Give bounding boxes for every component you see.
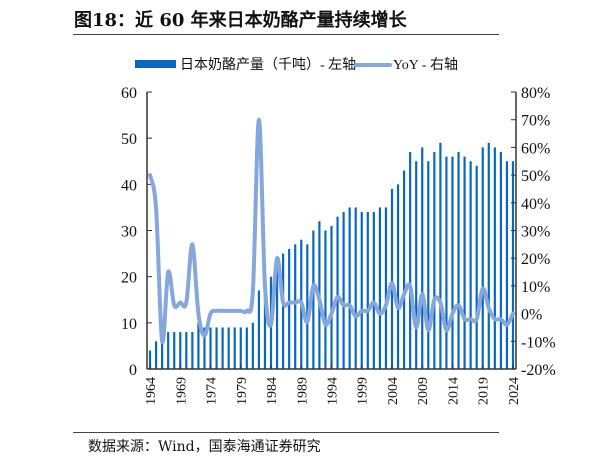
right-tick-label: 40%	[521, 196, 550, 213]
x-tick-label: 2014	[446, 377, 461, 405]
bar-1972	[197, 322, 200, 369]
bar-2022	[499, 152, 502, 369]
right-tick-label: 50%	[521, 168, 550, 185]
right-tick-label: 60%	[521, 140, 550, 157]
bar-1987	[288, 248, 291, 369]
bar-1978	[233, 327, 236, 369]
bar-2016	[463, 156, 466, 369]
bar-1981	[251, 322, 254, 369]
x-tick-label: 1994	[326, 377, 341, 405]
source-note: 数据来源：Wind，国泰海通证券研究	[88, 439, 321, 455]
bar-2012	[439, 142, 442, 369]
bar-1998	[354, 207, 357, 369]
left-tick-label: 0	[129, 362, 137, 379]
bar-2020	[487, 142, 490, 369]
x-tick-label: 2004	[386, 377, 401, 405]
bar-1991	[312, 230, 315, 369]
bar-1982	[257, 290, 261, 369]
left-tick-label: 50	[121, 131, 137, 148]
bar-2011	[433, 152, 436, 369]
bar-2017	[469, 161, 472, 369]
bar-2007	[409, 152, 412, 369]
right-tick-label: 80%	[521, 85, 550, 102]
right-tick-label: 0%	[521, 307, 542, 324]
bar-1967	[167, 332, 170, 369]
x-tick-label: 1984	[265, 377, 280, 405]
bar-1990	[306, 244, 309, 369]
bar-2009	[421, 147, 424, 369]
bar-2004	[390, 188, 394, 369]
bar-2018	[475, 165, 478, 369]
bar-1968	[173, 332, 176, 369]
legend-line-label: YoY - 右轴	[393, 57, 458, 73]
bar-1996	[342, 212, 345, 369]
bar-1969	[179, 332, 182, 369]
bar-1971	[191, 332, 194, 369]
bar-2014	[451, 156, 454, 369]
bar-1993	[324, 230, 327, 369]
bar-2013	[445, 156, 448, 369]
bar-1995	[336, 216, 339, 369]
right-tick-label: 70%	[521, 113, 550, 130]
bar-1974	[209, 327, 212, 369]
bar-2005	[396, 184, 400, 369]
bar-1999	[360, 212, 363, 369]
legend-bar-swatch	[135, 60, 176, 68]
x-tick-label: 2019	[477, 377, 492, 405]
right-tick-label: -20%	[521, 362, 556, 379]
left-tick-label: 30	[121, 224, 137, 241]
bar-1966	[161, 332, 164, 369]
yoy-line	[148, 117, 515, 345]
bar-1988	[294, 244, 297, 369]
left-tick-label: 60	[121, 85, 137, 102]
bar-2019	[481, 147, 484, 369]
bar-2003	[384, 207, 388, 369]
bar-1973	[203, 327, 206, 369]
bar-2000	[366, 212, 369, 369]
bar-2021	[493, 147, 496, 369]
x-tick-label: 1969	[174, 377, 189, 405]
right-tick-label: -10%	[521, 334, 556, 351]
x-tick-label: 1974	[205, 377, 220, 405]
bar-2006	[402, 170, 406, 369]
x-tick-label: 2024	[507, 377, 522, 405]
bar-1994	[330, 225, 333, 369]
figure-title: 图18：近 60 年来日本奶酪产量持续增长	[74, 10, 407, 31]
bar-1980	[245, 327, 248, 369]
left-tick-label: 10	[121, 316, 137, 333]
bar-1965	[154, 341, 158, 369]
bar-2010	[427, 161, 430, 369]
left-tick-label: 40	[121, 177, 137, 194]
bar-1979	[239, 327, 242, 369]
bar-1975	[215, 327, 218, 369]
bar-1983	[263, 281, 267, 369]
right-tick-label: 30%	[521, 224, 550, 241]
left-tick-label: 20	[121, 270, 137, 287]
bar-2001	[372, 212, 375, 369]
bar-1976	[221, 327, 224, 369]
bar-2008	[415, 161, 418, 369]
bar-1985	[275, 258, 279, 369]
bar-1964	[148, 350, 152, 369]
bar-1977	[227, 327, 230, 369]
bar-2002	[378, 207, 381, 369]
bar-1997	[348, 207, 351, 369]
x-tick-label: 1964	[144, 377, 159, 405]
bar-2024	[511, 161, 515, 369]
bar-1986	[282, 253, 285, 369]
x-tick-label: 1979	[235, 377, 250, 405]
right-tick-label: 20%	[521, 251, 550, 268]
title-rule	[73, 34, 499, 35]
legend-bar-label: 日本奶酪产量（千吨）- 左轴	[180, 57, 356, 73]
footer-rule	[73, 432, 499, 433]
right-tick-label: 10%	[521, 279, 550, 296]
bar-2023	[505, 161, 509, 369]
x-tick-label: 2009	[416, 377, 431, 405]
bar-1970	[185, 332, 188, 369]
x-tick-label: 1989	[295, 377, 310, 405]
bar-2015	[457, 152, 460, 369]
x-tick-label: 1999	[356, 377, 371, 405]
